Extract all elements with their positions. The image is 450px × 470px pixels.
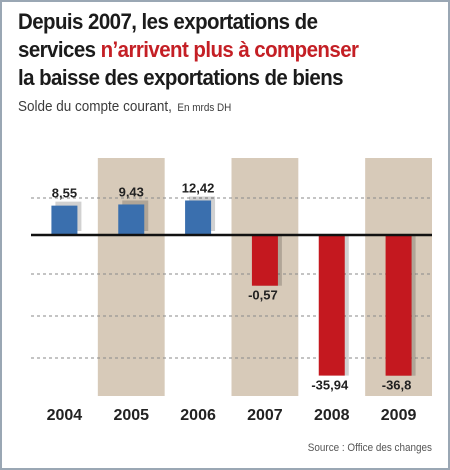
bar-2005 xyxy=(118,204,145,235)
data-label-2009: -36,8 xyxy=(382,378,412,393)
x-tick-2009: 2009 xyxy=(381,407,417,424)
x-tick-2004: 2004 xyxy=(47,407,83,424)
title-line-2: services n’arrivent plus à compenser xyxy=(18,36,409,64)
x-tick-2007: 2007 xyxy=(247,407,283,424)
data-label-2006: 12,42 xyxy=(182,180,215,195)
chart-subtitle: Solde du compte courant, En mrds DH xyxy=(18,98,396,115)
bar-2004 xyxy=(51,205,78,235)
data-label-2005: 9,43 xyxy=(119,184,144,199)
source-note: Source : Office des changes xyxy=(307,442,432,454)
x-tick-2006: 2006 xyxy=(180,407,216,424)
chart-title: Depuis 2007, les exportations de service… xyxy=(18,8,409,92)
title-highlight: n’arrivent plus à compenser xyxy=(100,37,359,62)
bar-2006 xyxy=(185,200,212,235)
subtitle-text: Solde du compte courant, xyxy=(18,98,172,115)
x-tick-2008: 2008 xyxy=(314,407,350,424)
bar-2009 xyxy=(385,235,412,376)
data-label-2007: -0,57 xyxy=(248,288,278,303)
title-line-1: Depuis 2007, les exportations de xyxy=(18,9,318,34)
data-label-2004: 8,55 xyxy=(52,186,77,201)
title-line-2-prefix: services xyxy=(18,37,101,62)
x-tick-2005: 2005 xyxy=(113,407,149,424)
bar-2008 xyxy=(318,235,345,376)
title-line-3: la baisse des exportations de biens xyxy=(18,65,344,90)
bar-2007 xyxy=(251,235,278,286)
unit-label: En mrds DH xyxy=(177,102,232,114)
data-label-2008: -35,94 xyxy=(311,378,349,393)
